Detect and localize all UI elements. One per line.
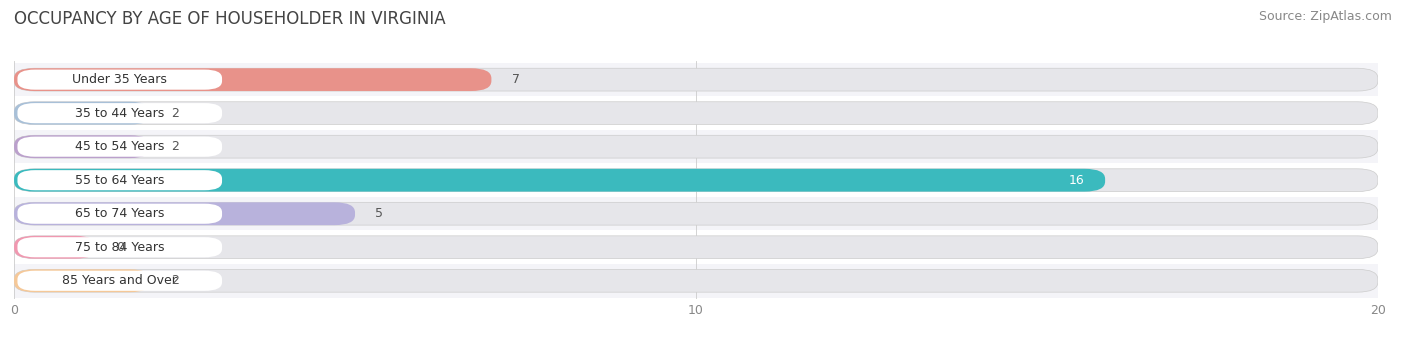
FancyBboxPatch shape bbox=[17, 204, 222, 224]
FancyBboxPatch shape bbox=[17, 103, 222, 123]
Text: 5: 5 bbox=[375, 207, 384, 220]
Text: 2: 2 bbox=[172, 140, 179, 153]
Bar bbox=[14, 197, 1378, 231]
FancyBboxPatch shape bbox=[14, 102, 150, 124]
Bar bbox=[14, 97, 1378, 130]
Text: 85 Years and Over: 85 Years and Over bbox=[62, 274, 177, 287]
Bar bbox=[14, 164, 1378, 197]
Bar bbox=[14, 63, 1378, 97]
FancyBboxPatch shape bbox=[14, 269, 150, 292]
FancyBboxPatch shape bbox=[14, 135, 1378, 158]
FancyBboxPatch shape bbox=[17, 271, 222, 291]
Text: 7: 7 bbox=[512, 73, 520, 86]
FancyBboxPatch shape bbox=[14, 68, 1378, 91]
Text: Under 35 Years: Under 35 Years bbox=[72, 73, 167, 86]
FancyBboxPatch shape bbox=[14, 269, 1378, 292]
Text: 55 to 64 Years: 55 to 64 Years bbox=[75, 174, 165, 187]
Bar bbox=[14, 130, 1378, 164]
FancyBboxPatch shape bbox=[14, 202, 356, 225]
FancyBboxPatch shape bbox=[14, 68, 492, 91]
FancyBboxPatch shape bbox=[17, 137, 222, 157]
Text: 35 to 44 Years: 35 to 44 Years bbox=[75, 107, 165, 120]
FancyBboxPatch shape bbox=[17, 70, 222, 90]
Text: 65 to 74 Years: 65 to 74 Years bbox=[75, 207, 165, 220]
FancyBboxPatch shape bbox=[14, 169, 1105, 192]
FancyBboxPatch shape bbox=[14, 236, 1378, 259]
Text: Source: ZipAtlas.com: Source: ZipAtlas.com bbox=[1258, 10, 1392, 23]
FancyBboxPatch shape bbox=[14, 135, 150, 158]
Text: 45 to 54 Years: 45 to 54 Years bbox=[75, 140, 165, 153]
FancyBboxPatch shape bbox=[17, 237, 222, 257]
Text: 2: 2 bbox=[172, 107, 179, 120]
FancyBboxPatch shape bbox=[14, 102, 1378, 124]
FancyBboxPatch shape bbox=[14, 169, 1378, 192]
FancyBboxPatch shape bbox=[14, 202, 1378, 225]
Text: 0: 0 bbox=[117, 241, 124, 254]
Text: 2: 2 bbox=[172, 274, 179, 287]
Bar bbox=[14, 231, 1378, 264]
FancyBboxPatch shape bbox=[14, 236, 96, 259]
Bar bbox=[14, 264, 1378, 298]
Text: OCCUPANCY BY AGE OF HOUSEHOLDER IN VIRGINIA: OCCUPANCY BY AGE OF HOUSEHOLDER IN VIRGI… bbox=[14, 10, 446, 28]
Text: 16: 16 bbox=[1069, 174, 1084, 187]
Text: 75 to 84 Years: 75 to 84 Years bbox=[75, 241, 165, 254]
FancyBboxPatch shape bbox=[17, 170, 222, 190]
